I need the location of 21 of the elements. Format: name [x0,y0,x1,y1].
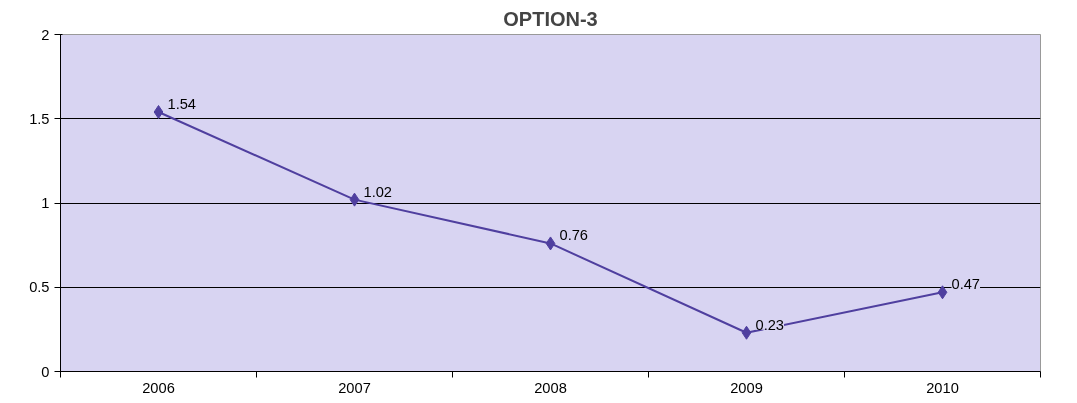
data-label: 0.76 [559,227,589,244]
point [937,285,948,300]
point [153,105,164,120]
data-label: 1.02 [363,183,393,200]
x-tick-label: 2006 [142,379,175,396]
y-tick-label: 0 [41,363,50,380]
x-tick-label: 2007 [338,379,371,396]
x-tick-label: 2009 [730,379,763,396]
x-tick-label: 2010 [926,379,959,396]
data-label: 0.23 [755,316,785,333]
y-tick-label: 2 [41,26,50,43]
y-tick-label: 1.5 [29,110,50,127]
data-label: 0.47 [951,276,981,293]
y-tick-label: 0.5 [29,279,50,296]
point [545,236,556,251]
x-tick-label: 2008 [534,379,567,396]
point [741,325,752,340]
data-label: 1.54 [167,96,197,113]
point [349,192,360,207]
chart-title: OPTION-3 [503,7,598,30]
y-tick-label: 1 [41,195,50,211]
